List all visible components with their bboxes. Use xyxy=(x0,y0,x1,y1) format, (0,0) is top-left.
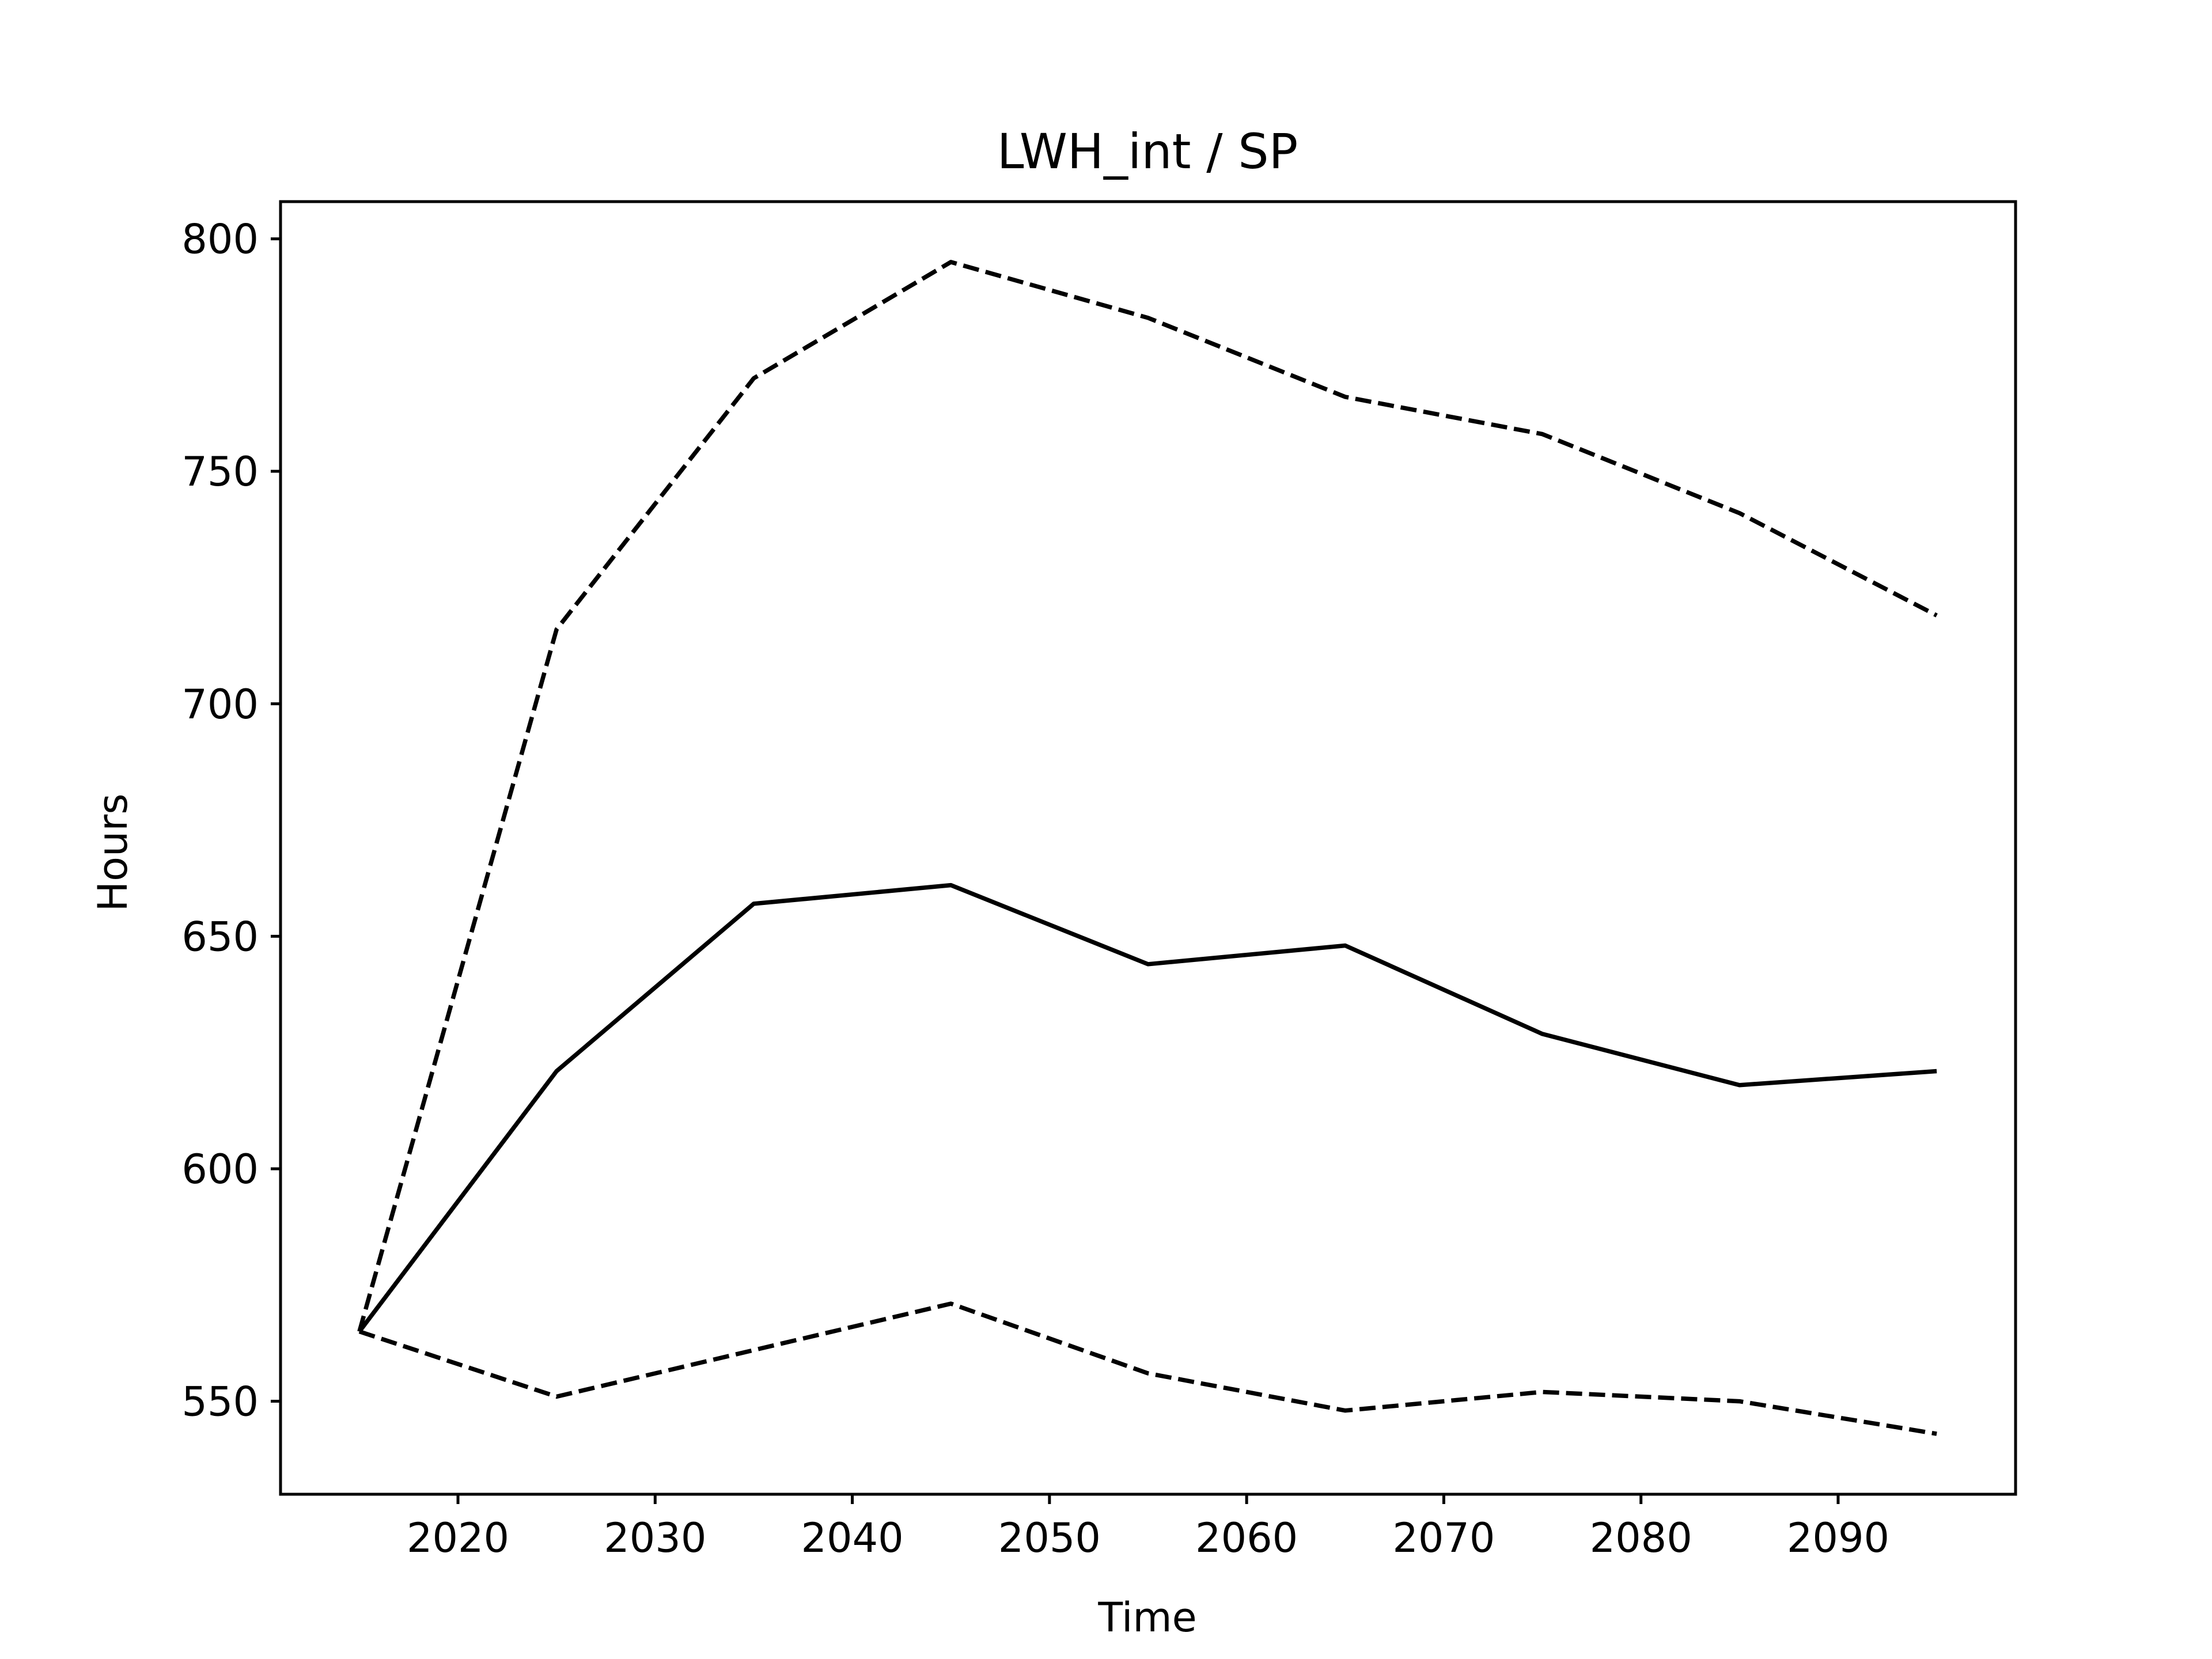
y-tick-label: 800 xyxy=(181,216,259,263)
y-tick-label: 750 xyxy=(181,448,259,495)
y-tick-label: 600 xyxy=(181,1146,259,1193)
series-line-2 xyxy=(357,882,1937,1333)
x-tick-label: 2040 xyxy=(801,1514,904,1562)
series-line-1 xyxy=(357,260,1938,1332)
x-axis: 2020 2030 2040 2050 2060 2070 2080 2090 xyxy=(407,1494,1889,1562)
x-tick-label: 2060 xyxy=(1195,1514,1298,1562)
x-tick-label: 2020 xyxy=(407,1514,509,1562)
x-tick-label: 2070 xyxy=(1392,1514,1495,1562)
y-axis-label: Hours xyxy=(89,793,137,911)
y-axis: 550 600 650 700 750 800 xyxy=(181,216,281,1426)
chart-title: LWH_int / SP xyxy=(997,123,1298,180)
y-tick-label: 650 xyxy=(181,913,259,960)
x-tick-label: 2080 xyxy=(1590,1514,1692,1562)
plot-frame xyxy=(279,200,2017,1496)
series-layer xyxy=(357,260,1938,1436)
series-line-3 xyxy=(358,1301,1937,1436)
y-tick-label: 550 xyxy=(181,1378,259,1426)
x-axis-label: Time xyxy=(1097,1594,1196,1641)
x-tick-label: 2090 xyxy=(1787,1514,1889,1562)
x-tick-label: 2050 xyxy=(998,1514,1101,1562)
y-tick-label: 700 xyxy=(181,681,259,728)
x-tick-label: 2030 xyxy=(604,1514,706,1562)
